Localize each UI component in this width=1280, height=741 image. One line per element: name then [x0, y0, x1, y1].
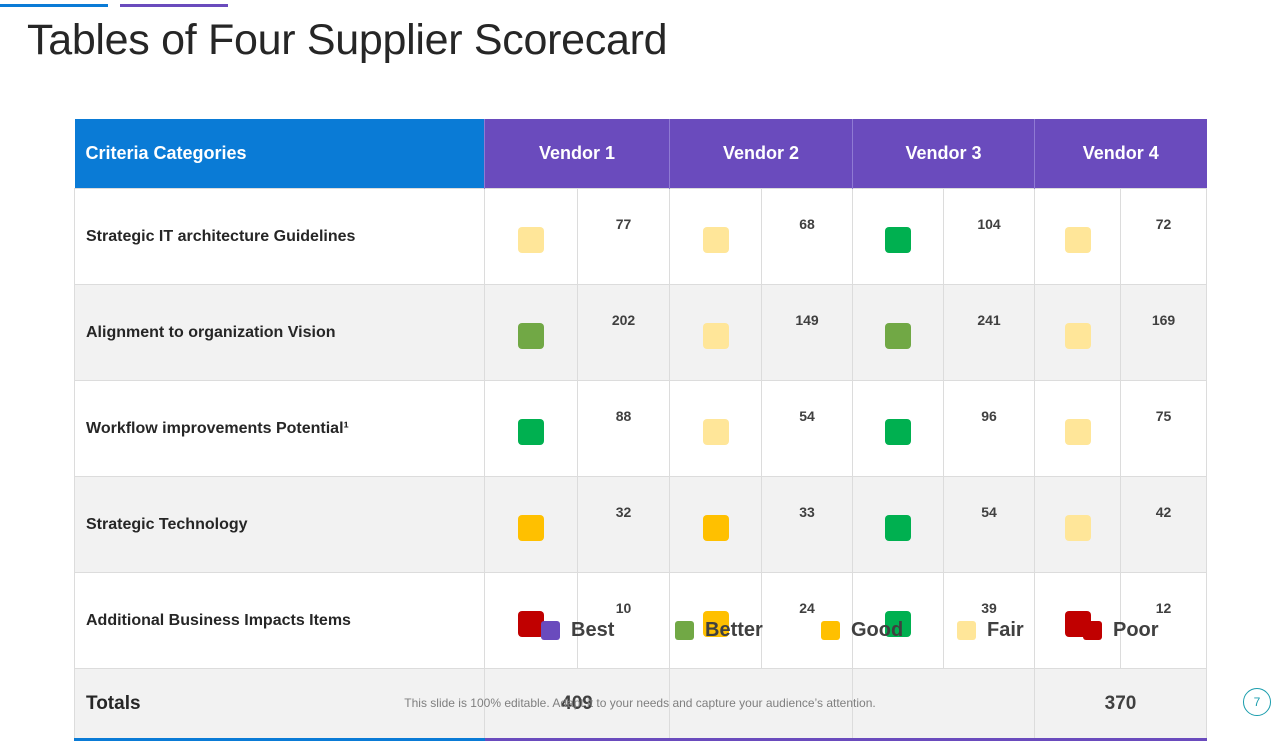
score-value: 88 — [577, 380, 670, 477]
table-row: Alignment to organization Vision 202 149 24… — [74, 284, 1207, 381]
score-value: 77 — [577, 188, 670, 285]
score-value: 42 — [1120, 476, 1207, 573]
rating-square — [518, 418, 544, 445]
legend-swatch — [541, 621, 560, 640]
rating-cell — [669, 188, 762, 285]
legend-label: Better — [705, 619, 763, 641]
legend-label: Good — [851, 619, 904, 641]
page-number: 7 — [1243, 688, 1271, 716]
score-value: 75 — [1120, 380, 1207, 477]
score-value: 202 — [577, 284, 670, 381]
rating-cell — [1034, 476, 1121, 573]
rating-square — [1064, 514, 1091, 541]
table-row: Strategic IT architecture Guidelines 77 68… — [74, 188, 1207, 285]
legend-item-fair: Fair — [957, 619, 1024, 642]
rating-square — [885, 226, 911, 253]
rating-cell — [669, 572, 762, 669]
rating-cell — [484, 572, 578, 669]
rating-square — [518, 514, 544, 541]
scorecard-table: Criteria Categories Vendor 1 Vendor 2 Ve… — [74, 119, 1207, 741]
vendor-header: Vendor 2 — [669, 119, 853, 189]
accent-bar-purple — [120, 4, 228, 7]
legend-item-better: Better — [675, 619, 763, 642]
rating-square — [702, 514, 729, 541]
score-value: 72 — [1120, 188, 1207, 285]
accent-bar-blue — [0, 4, 108, 7]
rating-square — [518, 610, 544, 637]
rating-square — [1064, 418, 1091, 445]
score-value: 33 — [761, 476, 853, 573]
rating-cell — [484, 284, 578, 381]
legend: Best Better Good Fair Poor — [0, 619, 1280, 645]
legend-item-poor: Poor — [1083, 619, 1159, 642]
score-value: 54 — [761, 380, 853, 477]
table-header-row: Criteria Categories Vendor 1 Vendor 2 Ve… — [74, 119, 1207, 189]
legend-label: Best — [571, 619, 615, 641]
rating-square — [518, 322, 544, 349]
score-value: 54 — [943, 476, 1035, 573]
rating-cell — [1034, 572, 1121, 669]
legend-swatch — [1083, 621, 1102, 640]
vendor-header: Vendor 3 — [852, 119, 1035, 189]
legend-swatch — [821, 621, 840, 640]
legend-swatch — [675, 621, 694, 640]
score-value: 169 — [1120, 284, 1207, 381]
rating-cell — [484, 476, 578, 573]
score-value: 24 — [761, 572, 853, 669]
score-value: 68 — [761, 188, 853, 285]
legend-item-best: Best — [541, 619, 614, 642]
table-row: Additional Business Impacts Items 10 24 39 1… — [74, 572, 1207, 669]
legend-swatch — [957, 621, 976, 640]
rating-cell — [1034, 284, 1121, 381]
rating-square — [518, 226, 544, 253]
vendor-header: Vendor 1 — [484, 119, 670, 189]
rating-square — [885, 610, 911, 637]
legend-label: Fair — [987, 619, 1024, 641]
rating-square — [702, 226, 729, 253]
rating-cell — [669, 284, 762, 381]
score-value: 96 — [943, 380, 1035, 477]
criteria-label: Strategic Technology — [74, 476, 485, 573]
rating-cell — [1034, 380, 1121, 477]
table-row: Strategic Technology 32 33 54 42 — [74, 476, 1207, 573]
slide-title: Tables of Four Supplier Scorecard — [27, 16, 668, 64]
rating-cell — [484, 188, 578, 285]
rating-square — [885, 514, 911, 541]
rating-square — [885, 322, 911, 349]
rating-cell — [852, 380, 944, 477]
score-value: 32 — [577, 476, 670, 573]
rating-square — [1064, 322, 1091, 349]
rating-square — [702, 610, 729, 637]
rating-square — [1064, 226, 1091, 253]
rating-square — [885, 418, 911, 445]
criteria-header: Criteria Categories — [74, 119, 485, 189]
score-value: 104 — [943, 188, 1035, 285]
table-row: Workflow improvements Potential¹ 88 54 96 75 — [74, 380, 1207, 477]
score-value: 39 — [943, 572, 1035, 669]
rating-cell — [852, 188, 944, 285]
rating-cell — [852, 572, 944, 669]
rating-cell — [852, 476, 944, 573]
score-value: 149 — [761, 284, 853, 381]
criteria-label: Workflow improvements Potential¹ — [74, 380, 485, 477]
legend-label: Poor — [1113, 619, 1159, 641]
rating-cell — [669, 380, 762, 477]
rating-square — [702, 322, 729, 349]
criteria-label: Additional Business Impacts Items — [74, 572, 485, 669]
rating-cell — [1034, 188, 1121, 285]
rating-square — [702, 418, 729, 445]
score-value: 10 — [577, 572, 670, 669]
footer-note: This slide is 100% editable. Adapt it to… — [404, 696, 876, 710]
rating-cell — [484, 380, 578, 477]
criteria-label: Alignment to organization Vision — [74, 284, 485, 381]
legend-item-good: Good — [821, 619, 903, 642]
score-value: 241 — [943, 284, 1035, 381]
rating-cell — [852, 284, 944, 381]
score-value: 12 — [1120, 572, 1207, 669]
criteria-label: Strategic IT architecture Guidelines — [74, 188, 485, 285]
rating-cell — [669, 476, 762, 573]
vendor-header: Vendor 4 — [1034, 119, 1207, 189]
